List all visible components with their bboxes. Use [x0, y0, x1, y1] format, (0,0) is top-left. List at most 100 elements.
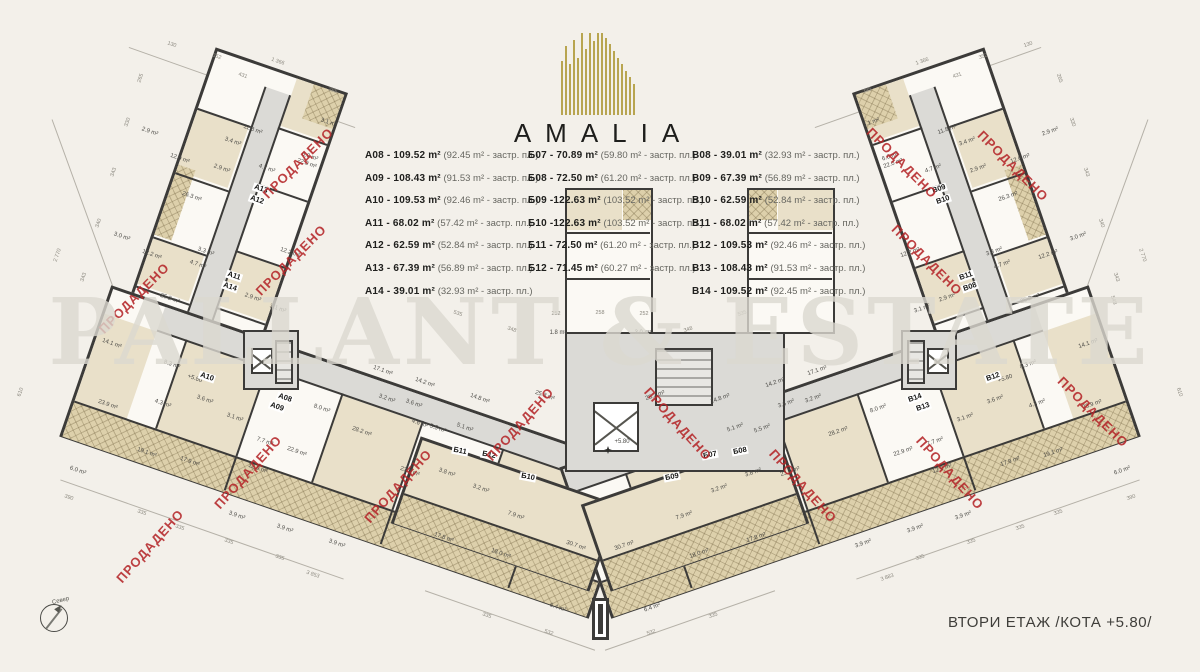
room-area-label: 3.9 m² [853, 537, 873, 549]
room-area-label: 4.6 m² [410, 417, 430, 429]
room-area-label: 3.4 m² [223, 135, 243, 147]
dimension-label: 340 [93, 217, 103, 229]
room-area-label: 18.0 m² [688, 546, 710, 560]
room-area-label: 3.1 m² [268, 302, 288, 314]
dimension-label: 258 [595, 309, 605, 315]
room-area-label: 3.0 m² [112, 230, 132, 242]
dimension-label: 130 [166, 39, 178, 49]
dimension-label: 532 [543, 627, 555, 637]
dimension-label: 335 [1052, 507, 1064, 517]
apartment-listing: A12 - 62.59 m² (52.84 m² - застр. пл.) [365, 240, 533, 252]
dimension-label: 330 [1068, 116, 1078, 128]
room-area-label: 3.2 m² [471, 482, 491, 494]
unit-number-label: А11 [224, 269, 244, 283]
room-area-label: 2.9 m² [968, 162, 988, 174]
room-area-label: 14.1 m² [101, 336, 123, 350]
apartment-listing: B13 - 108.43 m² (91.53 m² - застр. пл.) [692, 262, 866, 274]
dimension-label: 335 [707, 610, 719, 620]
dimension-label: 1 366 [914, 55, 930, 67]
left-stair-core [243, 330, 299, 390]
dimension-label: 3 883 [879, 571, 895, 583]
unit-number-label: А09 [267, 400, 287, 414]
room-area-label: 5.5 m² [752, 422, 772, 434]
dimension-label: 385 [327, 85, 339, 95]
room-area-label: 3.2 m² [709, 482, 729, 494]
room-area-label: 8.0 m² [868, 402, 888, 414]
room-area-label: 2.9 m² [140, 125, 160, 137]
room-area-label: 6.4 m² [642, 601, 662, 613]
room-area-label: 3.2 m² [803, 392, 823, 404]
dimension-label: 343 [78, 271, 88, 283]
logo-bar [593, 41, 595, 115]
apartment-listing: Б12 - 71.45 m² (60.27 m² - застр. пл.) [528, 262, 696, 274]
dimension-label: 3 853 [305, 568, 321, 580]
apartment-listing: B12 - 109.53 m² (92.46 m² - застр. пл.) [692, 240, 866, 252]
logo-bar [605, 37, 607, 115]
apartment-listing: A08 - 109.52 m² (92.45 m² - застр. пл.) [365, 150, 539, 161]
room-area-label: 14.8 m² [469, 391, 491, 405]
apartment-listing: Б07 - 70.89 m² (59.80 m² - застр. пл.) [528, 150, 696, 161]
room-area-label: 14.2 m² [414, 375, 436, 389]
dimension-label: 335 [914, 552, 926, 562]
room-area-label: 19.1 m² [1042, 445, 1064, 459]
logo-bar [597, 33, 599, 115]
dimension-label: 2 770 [1137, 247, 1149, 263]
room-area-label: 28.2 m² [351, 424, 373, 438]
room-area-label: 17.8 m² [433, 530, 455, 544]
room-area-label: 6.0 m² [1112, 464, 1132, 476]
stairwell [655, 348, 713, 406]
sold-stamp: ПРОДАДЕНО [913, 433, 987, 513]
room-area-label: 26.3 m² [181, 189, 203, 203]
dimension-label: 335 [223, 536, 235, 546]
room-area-label: 28.2 m² [827, 424, 849, 438]
sold-stamp: ПРОДАДЕНО [113, 506, 187, 586]
logo-bar [601, 33, 603, 115]
room-area-label: 2.9 m² [212, 162, 232, 174]
apartment-listing: B09 - 67.39 m² (56.89 m² - застр. пл.) [692, 172, 860, 184]
room-area-label: 3.9 m² [905, 522, 925, 534]
sold-stamp: ПРОДАДЕНО [641, 384, 715, 464]
sold-stamp: ПРОДАДЕНО [1054, 373, 1132, 451]
apartment-listing: B14 - 109.52 m² (92.45 m² - застр. пл.) [692, 285, 866, 297]
dimension-label: 535 [736, 308, 748, 318]
room-area-label: 4.7 m² [257, 162, 277, 174]
room-area-label: 1.8 m² [549, 328, 567, 336]
elevator [927, 348, 949, 374]
room-area-label: 14.1 m² [1077, 336, 1099, 350]
sold-stamp: ПРОДАДЕНО [483, 384, 557, 464]
room-area-label: 26.3 m² [997, 189, 1019, 203]
room-area-label: 3.9 m² [327, 537, 347, 549]
dimension-label: 343 [1082, 166, 1092, 178]
logo-bar [569, 64, 571, 115]
room-area-label: 2.9 m² [1040, 125, 1060, 137]
room-area-label: 5.5 m² [428, 422, 448, 434]
apartment-listing: Б11 - 72.50 m² (61.20 m² - застр. пл.) [528, 240, 696, 252]
vertex-column [592, 598, 609, 640]
unit-number-label: В10 [933, 193, 953, 207]
room-area-label: 4.3 m² [153, 397, 173, 409]
dimension-label: 532 [645, 627, 657, 637]
room-area-label: 30.7 m² [613, 538, 635, 552]
logo-bar [589, 33, 591, 115]
dimension-label: 431 [951, 70, 963, 80]
logo-bar [573, 39, 575, 115]
apartment-listing: A09 - 108.43 m² (91.53 m² - застр. пл.) [365, 172, 539, 184]
room-area-label: 7.9 m² [674, 509, 694, 521]
elevator [593, 402, 639, 452]
room-area-label: 11.8 m² [242, 122, 264, 136]
room-area-label: 3.1 m² [912, 302, 932, 314]
room-area-label: +5.80 [614, 437, 630, 445]
room-area-label: 8.0 m² [312, 402, 332, 414]
logo-bar [609, 44, 611, 115]
room-area-label: 3.6 m² [195, 393, 215, 405]
room-area-label: 3.9 m² [275, 522, 295, 534]
sold-stamp: ПРОДАДЕНО [259, 124, 337, 202]
unit-number-label: Б11 [451, 445, 469, 457]
compass-circle-icon [40, 604, 68, 632]
room-area-label: 3.0 m² [634, 328, 652, 336]
room-area-label: 4.7 m² [923, 162, 943, 174]
apartment-listing: A13 - 67.39 m² (56.89 m² - застр. пл.) [365, 262, 533, 274]
dimension-label: 335 [1014, 522, 1026, 532]
